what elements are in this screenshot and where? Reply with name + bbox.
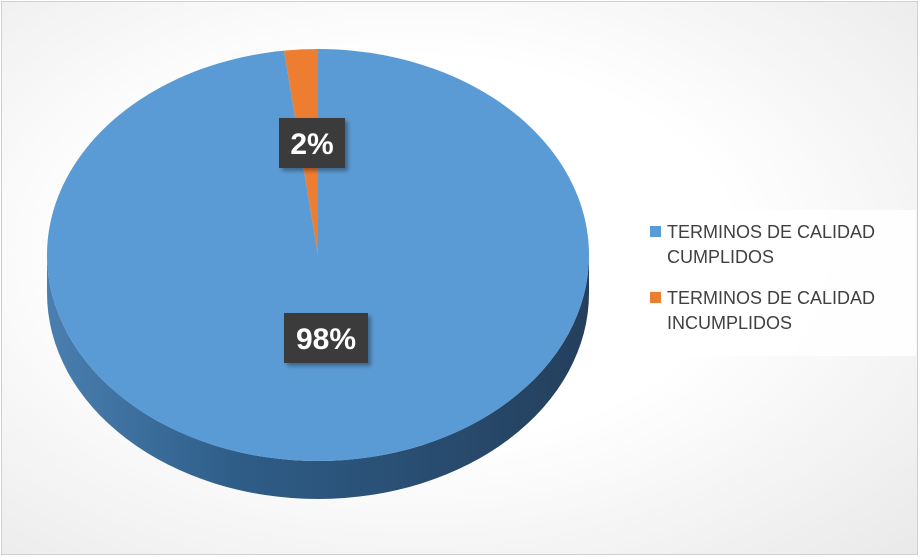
legend-swatch-incumplidos [650,292,661,303]
legend-label-cumplidos: TERMINOS DE CALIDAD CUMPLIDOS [667,222,876,267]
slice-cumplidos [46,49,590,462]
legend: TERMINOS DE CALIDAD CUMPLIDOS TERMINOS D… [634,210,916,356]
data-label-text-98: 98% [296,323,356,356]
pie-side [47,255,589,499]
data-label-text-2: 2% [290,128,333,161]
pie-labels: 98% 2% [279,118,368,363]
data-label-98: 98% [284,313,368,363]
legend-item-incumplidos: TERMINOS DE CALIDAD INCUMPLIDOS [650,286,916,336]
data-label-2: 2% [279,118,345,168]
pie-rim [47,255,589,499]
legend-label-incumplidos: TERMINOS DE CALIDAD INCUMPLIDOS [667,288,876,333]
legend-swatch-cumplidos [650,226,661,237]
legend-item-cumplidos: TERMINOS DE CALIDAD CUMPLIDOS [650,220,916,270]
pie-top [46,49,590,462]
